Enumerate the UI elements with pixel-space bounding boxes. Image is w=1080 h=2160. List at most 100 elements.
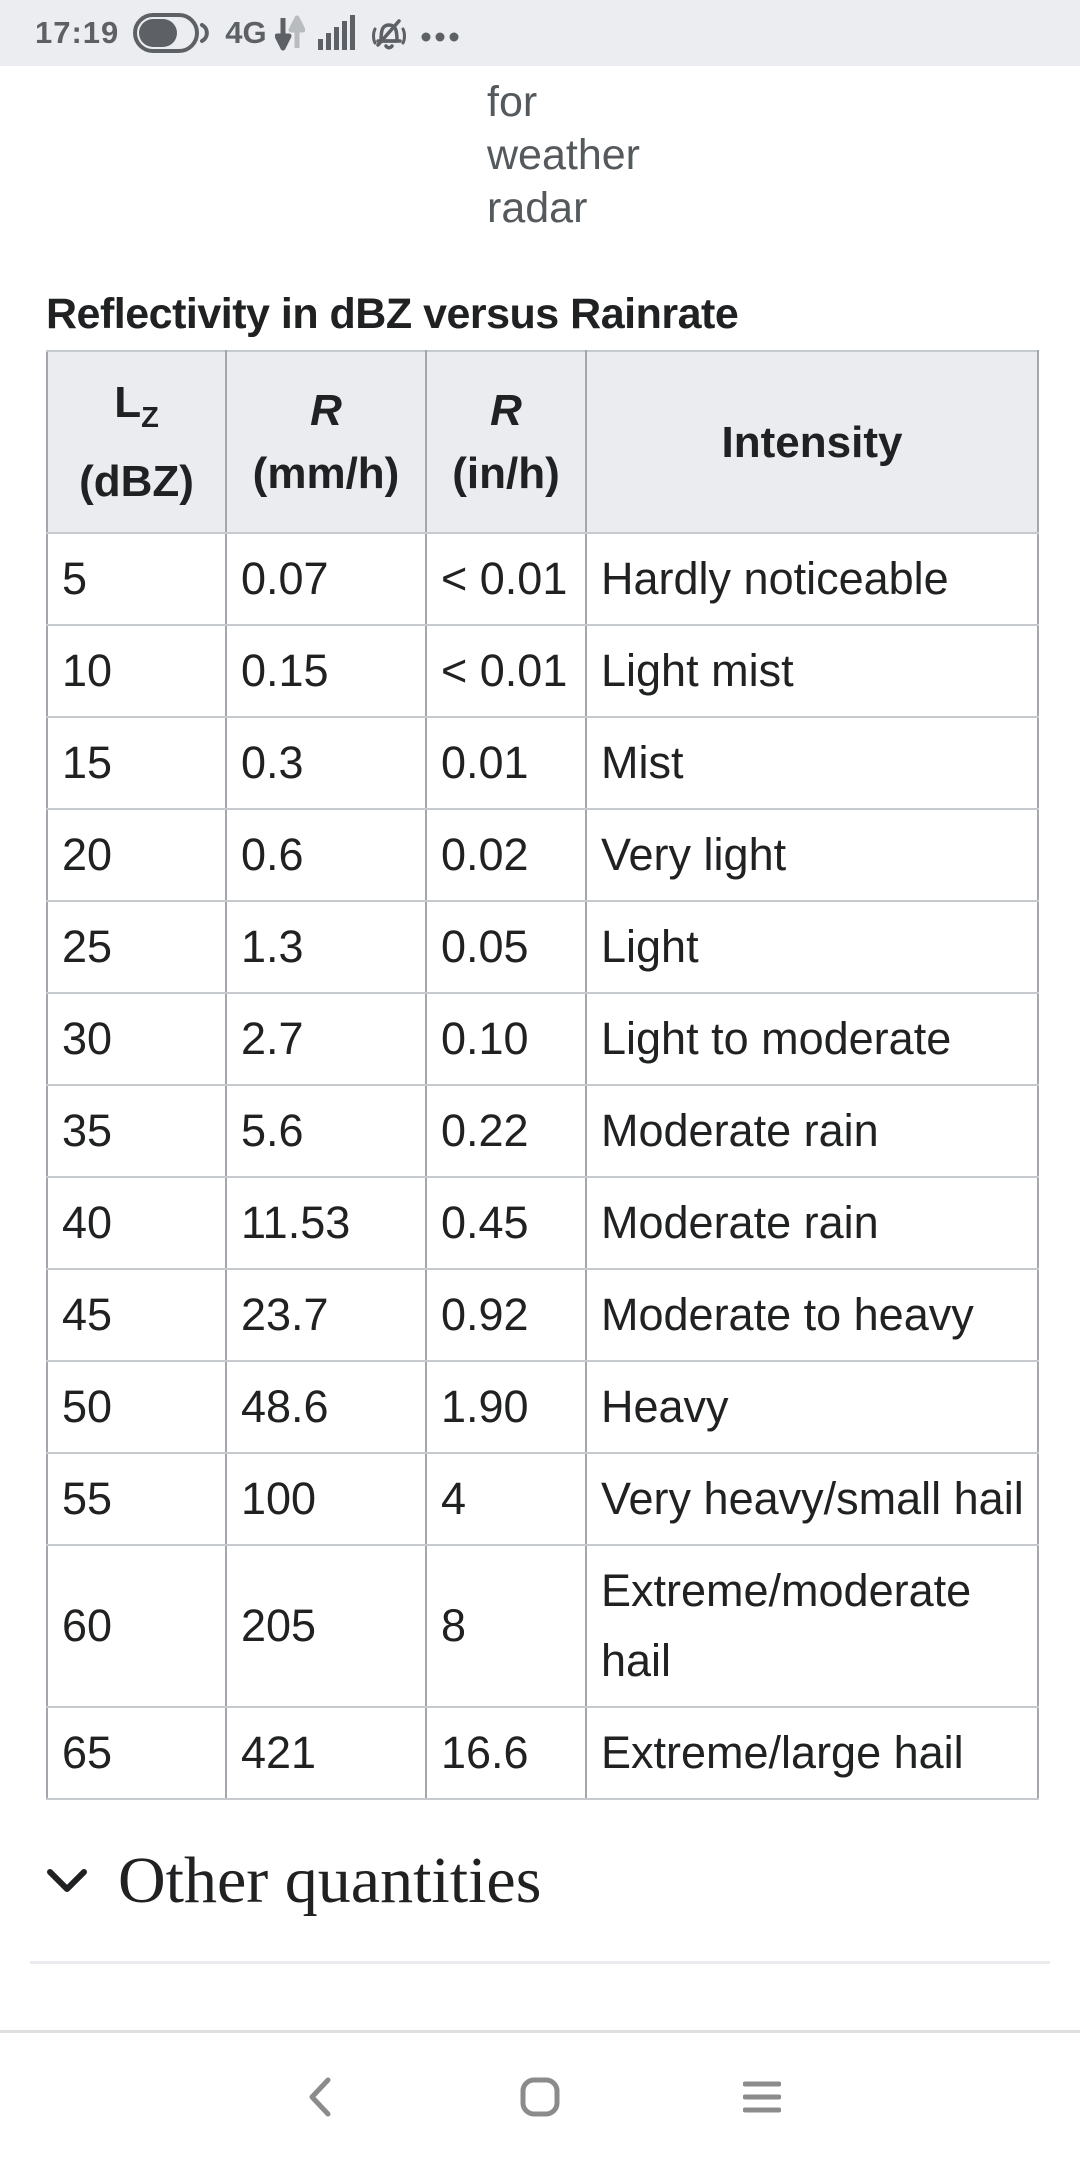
cell-rate-in: < 0.01 <box>425 532 587 626</box>
section-divider <box>30 1961 1050 1964</box>
table-row: 15 0.3 0.01 Mist <box>46 716 1039 810</box>
data-arrows-icon <box>274 15 305 51</box>
cell-dbz: 60 <box>46 1544 227 1708</box>
cell-dbz: 30 <box>46 992 227 1086</box>
rate-mm-unit: (mm/h) <box>252 449 400 498</box>
cell-dbz: 20 <box>46 808 227 902</box>
back-icon <box>309 2077 331 2116</box>
cell-intensity: Moderate rain <box>585 1176 1039 1270</box>
cell-intensity: Moderate to heavy <box>585 1268 1039 1362</box>
table-body: 5 0.07 < 0.01 Hardly noticeable 10 0.15 < 0.01… <box>46 532 1039 1800</box>
cell-intensity: Extreme/moderate hail <box>585 1544 1039 1708</box>
header-rate-mm: R (mm/h) <box>225 350 427 534</box>
cell-dbz: 5 <box>46 532 227 626</box>
navigation-bar <box>0 2030 1080 2160</box>
table-row: 40 11.53 0.45 Moderate rain <box>46 1176 1039 1270</box>
cell-dbz: 15 <box>46 716 227 810</box>
back-button[interactable] <box>275 2033 365 2160</box>
cell-intensity: Heavy <box>585 1360 1039 1454</box>
cell-rate-mm: 2.7 <box>225 992 427 1086</box>
cell-intensity: Extreme/large hail <box>585 1706 1039 1800</box>
table-row: 35 5.6 0.22 Moderate rain <box>46 1084 1039 1178</box>
table-row: 25 1.3 0.05 Light <box>46 900 1039 994</box>
battery-icon <box>133 13 210 53</box>
cell-intensity: Moderate rain <box>585 1084 1039 1178</box>
caption-line: radar <box>487 184 588 232</box>
table-row: 45 23.7 0.92 Moderate to heavy <box>46 1268 1039 1362</box>
home-icon <box>520 2077 560 2116</box>
caption-line: weather <box>487 131 640 179</box>
cell-rate-in: 0.05 <box>425 900 587 994</box>
cell-dbz: 35 <box>46 1084 227 1178</box>
table-row: 5 0.07 < 0.01 Hardly noticeable <box>46 532 1039 626</box>
cell-dbz: 25 <box>46 900 227 994</box>
table-row: 50 48.6 1.90 Heavy <box>46 1360 1039 1454</box>
table-title: Reflectivity in dBZ versus Rainrate <box>46 290 739 338</box>
rainrate-table: LZ (dBZ) R (mm/h) R (in/h) Intensity 5 0.… <box>46 350 1039 1800</box>
caption-line: for <box>487 78 538 126</box>
cell-rate-mm: 421 <box>225 1706 427 1800</box>
table-row: 20 0.6 0.02 Very light <box>46 808 1039 902</box>
signal-bars-icon <box>317 15 355 50</box>
cell-rate-in: 0.10 <box>425 992 587 1086</box>
caption-fragment: for weather radar <box>487 76 640 235</box>
cell-rate-mm: 0.07 <box>225 532 427 626</box>
section-other-quantities[interactable]: Other quantities <box>47 1834 541 1928</box>
header-intensity: Intensity <box>585 350 1039 534</box>
cell-intensity: Very light <box>585 808 1039 902</box>
cell-intensity: Light to moderate <box>585 992 1039 1086</box>
chevron-down-icon <box>47 1869 87 1892</box>
cell-rate-in: 0.92 <box>425 1268 587 1362</box>
cell-intensity: Light mist <box>585 624 1039 718</box>
mute-bell-icon <box>371 19 406 50</box>
cell-rate-mm: 23.7 <box>225 1268 427 1362</box>
cell-rate-in: 0.01 <box>425 716 587 810</box>
cell-rate-mm: 100 <box>225 1452 427 1546</box>
rate-in-symbol: R <box>490 386 522 435</box>
cell-rate-in: < 0.01 <box>425 624 587 718</box>
home-button[interactable] <box>495 2033 585 2160</box>
cell-rate-in: 8 <box>425 1544 587 1708</box>
cell-dbz: 55 <box>46 1452 227 1546</box>
cell-rate-mm: 11.53 <box>225 1176 427 1270</box>
table-row: 60 205 8 Extreme/moderate hail <box>46 1544 1039 1708</box>
cell-dbz: 65 <box>46 1706 227 1800</box>
cell-rate-mm: 48.6 <box>225 1360 427 1454</box>
table-header-row: LZ (dBZ) R (mm/h) R (in/h) Intensity <box>46 350 1039 534</box>
cell-rate-mm: 0.3 <box>225 716 427 810</box>
cell-rate-mm: 205 <box>225 1544 427 1708</box>
cell-dbz: 50 <box>46 1360 227 1454</box>
cell-intensity: Very heavy/small hail <box>585 1452 1039 1546</box>
table-row: 65 421 16.6 Extreme/large hail <box>46 1706 1039 1800</box>
cell-rate-mm: 5.6 <box>225 1084 427 1178</box>
cell-rate-in: 16.6 <box>425 1706 587 1800</box>
cell-rate-in: 4 <box>425 1452 587 1546</box>
section-heading-label: Other quantities <box>118 1844 542 1917</box>
dbz-symbol: L <box>114 378 142 427</box>
cell-rate-in: 0.45 <box>425 1176 587 1270</box>
cell-rate-mm: 0.6 <box>225 808 427 902</box>
dbz-subscript: Z <box>141 402 159 434</box>
rate-mm-symbol: R <box>310 386 342 435</box>
cell-rate-in: 0.22 <box>425 1084 587 1178</box>
cell-intensity: Mist <box>585 716 1039 810</box>
table-row: 30 2.7 0.10 Light to moderate <box>46 992 1039 1086</box>
cell-rate-mm: 0.15 <box>225 624 427 718</box>
table-row: 55 100 4 Very heavy/small hail <box>46 1452 1039 1546</box>
cell-intensity: Hardly noticeable <box>585 532 1039 626</box>
cell-dbz: 40 <box>46 1176 227 1270</box>
table-row: 10 0.15 < 0.01 Light mist <box>46 624 1039 718</box>
cell-intensity: Light <box>585 900 1039 994</box>
dbz-unit: (dBZ) <box>79 457 194 506</box>
header-rate-in: R (in/h) <box>425 350 587 534</box>
cell-dbz: 10 <box>46 624 227 718</box>
cell-dbz: 45 <box>46 1268 227 1362</box>
menu-icon <box>743 2081 781 2112</box>
cell-rate-mm: 1.3 <box>225 900 427 994</box>
rate-in-unit: (in/h) <box>452 449 560 498</box>
cell-rate-in: 0.02 <box>425 808 587 902</box>
cell-rate-in: 1.90 <box>425 1360 587 1454</box>
status-time: 17:19 <box>35 15 120 50</box>
menu-button[interactable] <box>717 2033 807 2160</box>
